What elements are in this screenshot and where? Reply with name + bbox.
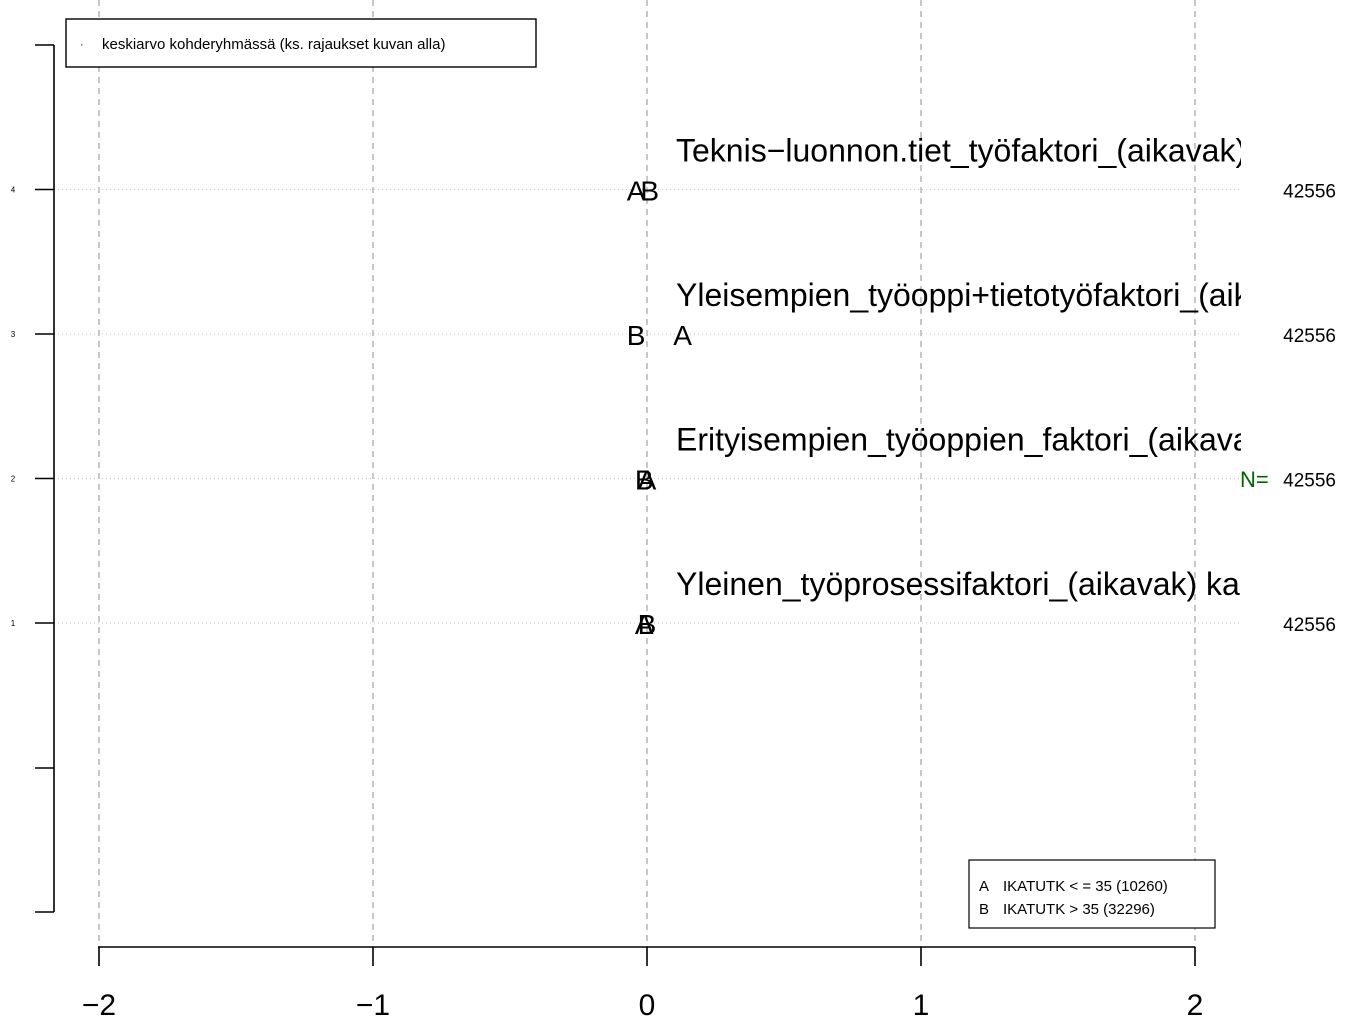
row-label: Yleisempien_työoppi+tietotyöfaktori_(aik — [676, 277, 1251, 313]
marker-b: B — [627, 320, 646, 351]
top-legend-box — [65, 18, 537, 68]
row-label: Teknis−luonnon.tiet_työfaktori_(aikavak) — [676, 133, 1246, 169]
x-tick-label: −2 — [82, 989, 116, 1020]
y-tick-label: 4 — [11, 186, 16, 195]
row-n-value: 42556 — [1283, 182, 1336, 203]
x-tick-labels: −2 −1 0 1 2 — [82, 947, 1203, 1020]
legend-label-a: IKATUTK < = 35 (10260) — [1003, 878, 1168, 895]
horizontal-gridlines — [54, 189, 1240, 624]
top-legend-text: keskiarvo kohderyhmässä (ks. rajaukset k… — [102, 36, 445, 53]
x-tick-label: 2 — [1187, 989, 1204, 1020]
marker-a: A — [627, 176, 646, 207]
y-tick-labels: 1 2 3 4 — [11, 186, 54, 628]
data-rows: Teknis−luonnon.tiet_työfaktori_(aikavak)… — [627, 133, 1336, 641]
n-label: N= — [1240, 467, 1269, 492]
row-n-value: 42556 — [1283, 615, 1336, 636]
row-label: Yleinen_työprosessifaktori_(aikavak) kar — [676, 566, 1251, 602]
y-tick-label: 1 — [11, 619, 16, 628]
vertical-gridlines — [98, 0, 1196, 947]
y-tick-label: 2 — [11, 475, 16, 484]
group-legend: A IKATUTK < = 35 (10260) B IKATUTK > 35 … — [968, 859, 1216, 929]
top-legend: · keskiarvo kohderyhmässä (ks. rajaukset… — [65, 18, 537, 68]
x-tick-label: −1 — [356, 989, 390, 1020]
legend-letter-b: B — [979, 901, 989, 918]
marker-b: B — [635, 465, 654, 496]
marker-a: A — [673, 320, 692, 351]
x-tick-label: 1 — [913, 989, 930, 1020]
marker-a: A — [635, 609, 654, 640]
row-label: Erityisempien_työoppien_faktori_(aikava — [676, 422, 1251, 458]
legend-letter-a: A — [979, 878, 989, 895]
marker-b: B — [640, 176, 659, 207]
row-n-value: 42556 — [1283, 326, 1336, 347]
marker-b: B — [638, 609, 657, 640]
group-legend-box — [968, 859, 1216, 929]
legend-label-b: IKATUTK > 35 (32296) — [1003, 901, 1155, 918]
y-tick-label: 3 — [11, 330, 16, 339]
row-n-value: 42556 — [1283, 471, 1336, 492]
top-legend-marker: · — [80, 39, 84, 51]
x-tick-label: 0 — [639, 989, 656, 1020]
marker-a: A — [638, 465, 657, 496]
